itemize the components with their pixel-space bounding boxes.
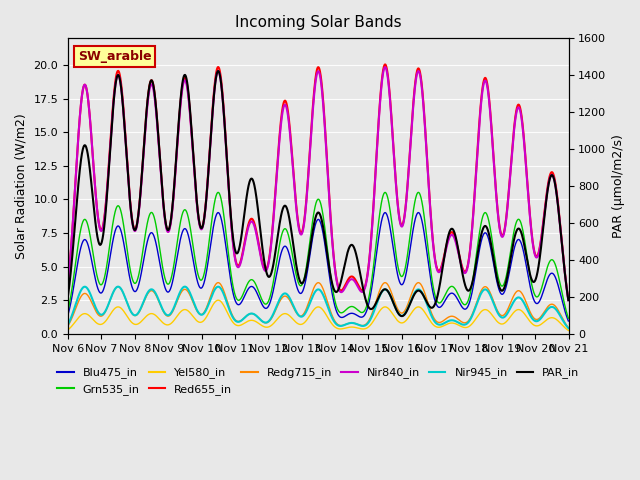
Grn535_in <box>64 308 72 313</box>
Nir840_in <box>64 280 72 286</box>
Line: Redg715_in: Redg715_in <box>68 283 568 327</box>
Nir945_in <box>333 321 340 327</box>
Redg715_in <box>564 324 572 330</box>
Blu475_in <box>520 252 528 258</box>
Grn535_in <box>534 293 542 299</box>
Grn535_in <box>343 306 351 312</box>
PAR_in <box>464 288 472 293</box>
PAR_in <box>534 264 542 270</box>
Blu475_in <box>204 263 211 268</box>
Legend: Blu475_in, Grn535_in, Yel580_in, Red655_in, Redg715_in, Nir840_in, Nir945_in, PA: Blu475_in, Grn535_in, Yel580_in, Red655_… <box>53 363 584 399</box>
Red655_in <box>520 140 528 146</box>
Line: Red655_in: Red655_in <box>68 64 568 300</box>
Y-axis label: PAR (μmol/m2/s): PAR (μmol/m2/s) <box>612 134 625 238</box>
Yel580_in <box>463 324 471 330</box>
Yel580_in <box>204 312 211 318</box>
Line: Nir945_in: Nir945_in <box>68 287 568 328</box>
Line: Nir840_in: Nir840_in <box>68 67 568 300</box>
PAR_in <box>398 313 406 319</box>
Nir840_in <box>520 143 528 148</box>
Nir840_in <box>381 64 389 70</box>
Redg715_in <box>415 280 422 286</box>
Red655_in <box>564 297 572 302</box>
PAR_in <box>204 181 211 187</box>
Nir840_in <box>463 265 471 271</box>
Nir840_in <box>204 181 211 187</box>
Blu475_in <box>564 318 572 324</box>
Nir945_in <box>564 325 572 331</box>
Line: Blu475_in: Blu475_in <box>68 213 568 321</box>
Redg715_in <box>332 320 340 326</box>
Red655_in <box>343 278 351 284</box>
Blu475_in <box>415 210 422 216</box>
Line: Yel580_in: Yel580_in <box>68 300 568 330</box>
PAR_in <box>333 289 340 295</box>
Blu475_in <box>332 308 340 313</box>
Blu475_in <box>534 300 542 306</box>
Grn535_in <box>204 251 211 257</box>
Nir840_in <box>343 281 351 287</box>
Blu475_in <box>343 312 351 318</box>
Nir840_in <box>534 252 542 258</box>
Red655_in <box>534 251 542 257</box>
PAR_in <box>521 243 529 249</box>
Y-axis label: Solar Radiation (W/m2): Solar Radiation (W/m2) <box>15 113 28 259</box>
Redg715_in <box>520 295 528 301</box>
Red655_in <box>332 274 340 279</box>
Yel580_in <box>64 327 72 333</box>
Red655_in <box>64 280 72 286</box>
Grn535_in <box>332 302 340 308</box>
Line: PAR_in: PAR_in <box>68 71 568 316</box>
Yel580_in <box>520 311 528 316</box>
Nir945_in <box>520 300 528 306</box>
PAR_in <box>214 68 222 74</box>
Red655_in <box>463 264 471 270</box>
PAR_in <box>64 293 72 299</box>
Nir945_in <box>204 303 212 309</box>
Blu475_in <box>463 304 471 310</box>
Red655_in <box>204 179 211 185</box>
PAR_in <box>564 297 572 303</box>
Grn535_in <box>415 190 422 195</box>
Line: Grn535_in: Grn535_in <box>68 192 568 318</box>
Yel580_in <box>564 327 572 333</box>
Red655_in <box>381 61 389 67</box>
Nir945_in <box>344 321 351 327</box>
Redg715_in <box>534 316 542 322</box>
Text: SW_arable: SW_arable <box>78 50 152 63</box>
Redg715_in <box>64 323 72 328</box>
Grn535_in <box>564 315 572 321</box>
PAR_in <box>344 251 351 256</box>
Grn535_in <box>463 300 471 305</box>
Yel580_in <box>214 297 222 303</box>
Nir945_in <box>181 284 189 289</box>
Title: Incoming Solar Bands: Incoming Solar Bands <box>235 15 402 30</box>
Nir840_in <box>564 297 572 303</box>
Redg715_in <box>343 321 351 327</box>
Nir945_in <box>64 322 72 327</box>
Grn535_in <box>520 236 528 241</box>
Yel580_in <box>333 325 340 331</box>
Nir945_in <box>463 321 471 326</box>
Blu475_in <box>64 312 72 318</box>
Yel580_in <box>344 325 351 331</box>
Yel580_in <box>534 323 542 329</box>
Nir945_in <box>534 318 542 324</box>
Redg715_in <box>204 302 211 308</box>
Redg715_in <box>463 319 471 325</box>
Nir840_in <box>332 275 340 281</box>
